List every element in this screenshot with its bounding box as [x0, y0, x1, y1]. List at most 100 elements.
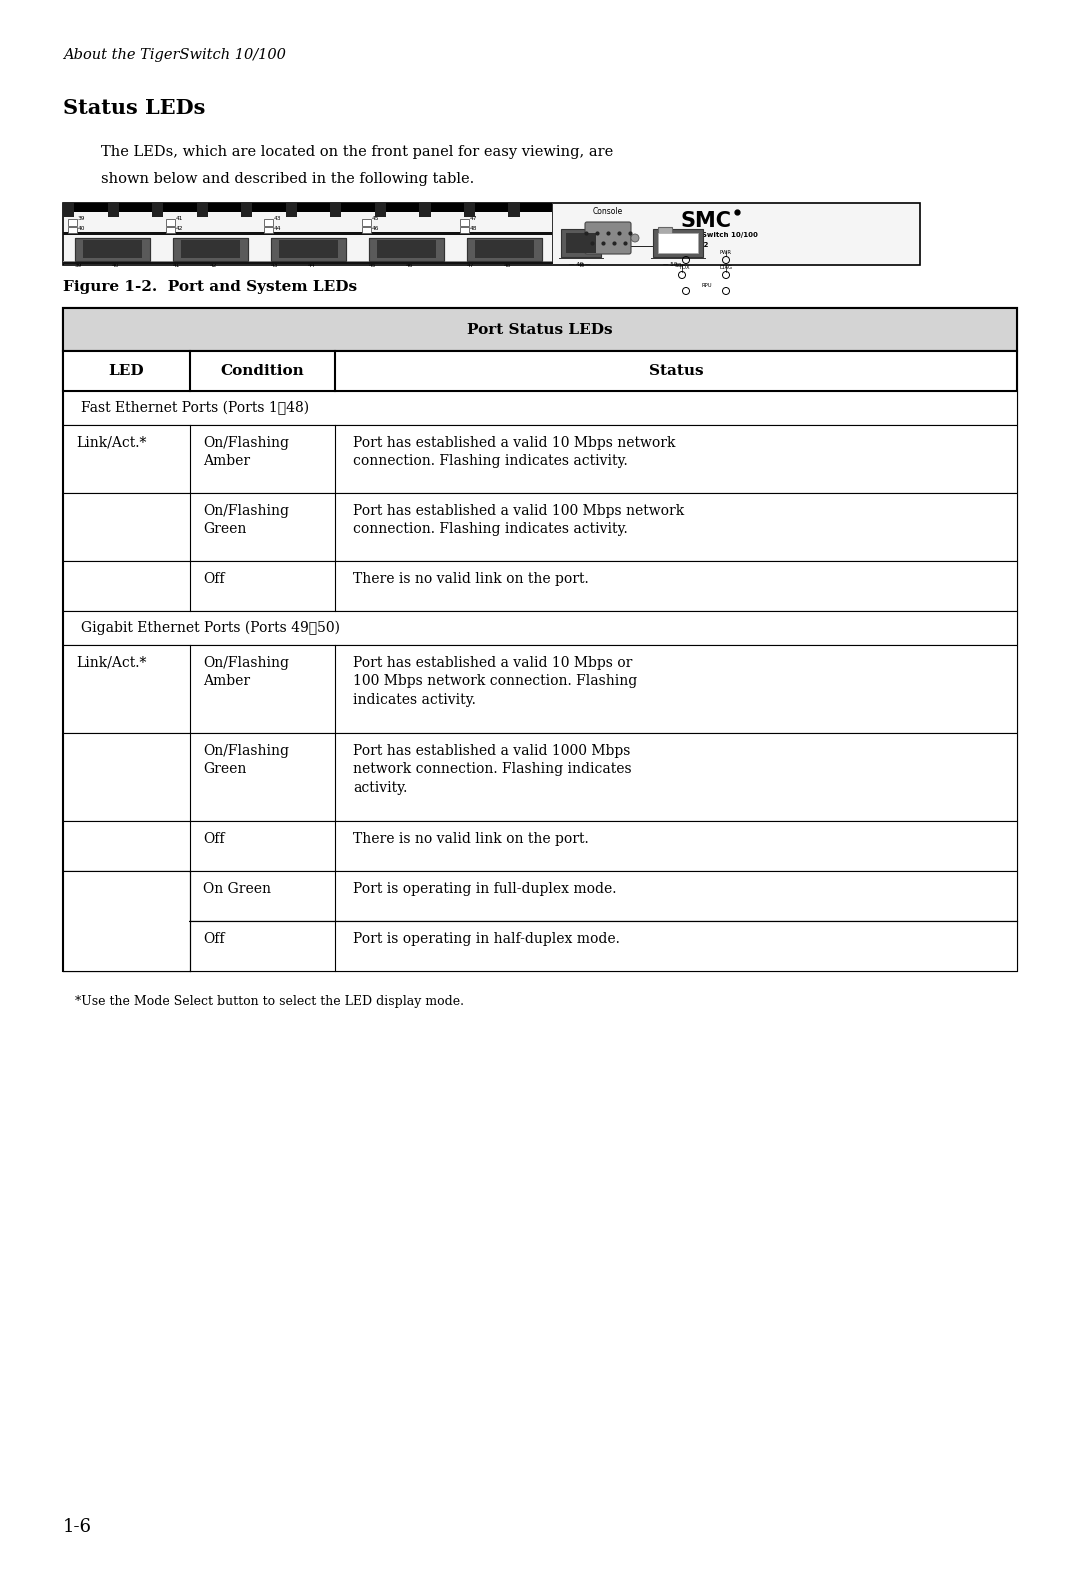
Bar: [63, 203, 920, 265]
Bar: [566, 232, 596, 253]
Bar: [653, 229, 703, 257]
Bar: [75, 237, 149, 261]
FancyBboxPatch shape: [585, 221, 631, 254]
Bar: [467, 237, 541, 261]
Text: 43: 43: [270, 264, 278, 268]
Circle shape: [577, 234, 585, 242]
Text: Condition: Condition: [220, 364, 305, 378]
Bar: [63, 871, 1017, 922]
Bar: [63, 645, 1017, 733]
Bar: [75, 237, 149, 261]
Bar: [264, 218, 273, 226]
Text: Port is operating in half-duplex mode.: Port is operating in half-duplex mode.: [353, 933, 620, 947]
Text: Off: Off: [203, 571, 225, 586]
Bar: [63, 493, 1017, 560]
Text: 46: 46: [406, 264, 414, 268]
Text: Gigabit Ethernet Ports (Ports 49∴50): Gigabit Ethernet Ports (Ports 49∴50): [81, 620, 340, 636]
Text: Port has established a valid 1000 Mbps
network connection. Flashing indicates
ac: Port has established a valid 1000 Mbps n…: [353, 744, 632, 794]
Text: There is no valid link on the port.: There is no valid link on the port.: [353, 832, 589, 846]
Text: 48: 48: [470, 226, 477, 231]
Circle shape: [631, 234, 639, 242]
Bar: [173, 237, 247, 261]
Bar: [64, 871, 189, 970]
Bar: [63, 560, 1017, 611]
Text: LNK/ACT: LNK/ACT: [679, 250, 701, 254]
Text: 48: 48: [504, 264, 512, 268]
Text: 44: 44: [274, 226, 282, 231]
Text: DIAG: DIAG: [720, 265, 733, 270]
Bar: [63, 425, 1017, 493]
Bar: [152, 203, 163, 217]
Text: On/Flashing
Amber: On/Flashing Amber: [203, 436, 288, 468]
Bar: [63, 821, 1017, 871]
Text: About the TigerSwitch 10/100: About the TigerSwitch 10/100: [63, 49, 286, 61]
Text: 45: 45: [368, 264, 376, 268]
Text: 1-6: 1-6: [63, 1518, 92, 1535]
Bar: [63, 611, 1017, 645]
Text: shown below and described in the following table.: shown below and described in the followi…: [102, 173, 474, 185]
Text: 39: 39: [75, 264, 82, 268]
Bar: [375, 203, 386, 217]
Text: Figure 1-2.  Port and System LEDs: Figure 1-2. Port and System LEDs: [63, 279, 357, 294]
Text: *Use the Mode Select button to select the LED display mode.: *Use the Mode Select button to select th…: [75, 995, 464, 1008]
Bar: [460, 226, 469, 232]
Bar: [180, 240, 240, 257]
Bar: [108, 203, 119, 217]
Text: 47: 47: [467, 264, 474, 268]
Text: 42: 42: [176, 226, 184, 231]
Text: 6750L2: 6750L2: [681, 242, 710, 248]
Text: 40: 40: [78, 226, 85, 231]
Text: FDX: FDX: [679, 265, 690, 270]
Text: SMC: SMC: [681, 210, 732, 231]
Bar: [658, 228, 672, 242]
Bar: [552, 203, 553, 265]
Bar: [377, 240, 435, 257]
Bar: [173, 237, 247, 261]
Bar: [377, 240, 435, 257]
Bar: [286, 203, 297, 217]
Text: PWR: PWR: [720, 250, 732, 254]
Bar: [63, 308, 1017, 352]
Text: 46: 46: [372, 226, 379, 231]
Bar: [82, 240, 141, 257]
Bar: [362, 226, 372, 232]
Text: Status LEDs: Status LEDs: [63, 97, 205, 118]
Bar: [561, 229, 600, 257]
Bar: [63, 203, 553, 212]
Bar: [279, 240, 338, 257]
Text: Port Status LEDs: Port Status LEDs: [468, 322, 612, 336]
Text: 44: 44: [308, 264, 315, 268]
Text: Port has established a valid 100 Mbps network
connection. Flashing indicates act: Port has established a valid 100 Mbps ne…: [353, 504, 684, 537]
Bar: [658, 232, 698, 253]
Text: Off: Off: [203, 832, 225, 846]
Text: RPU: RPU: [701, 283, 712, 287]
Text: There is no valid link on the port.: There is no valid link on the port.: [353, 571, 589, 586]
Text: TigerSwitch 10/100: TigerSwitch 10/100: [681, 232, 758, 239]
Bar: [362, 218, 372, 226]
Bar: [270, 237, 346, 261]
Bar: [419, 203, 431, 217]
Text: 42: 42: [210, 264, 217, 268]
Bar: [63, 203, 75, 217]
Bar: [68, 226, 77, 232]
Text: 41: 41: [176, 217, 184, 221]
Bar: [63, 232, 553, 234]
Bar: [241, 203, 253, 217]
Text: On/Flashing
Green: On/Flashing Green: [203, 744, 288, 777]
Text: Port has established a valid 10 Mbps network
connection. Flashing indicates acti: Port has established a valid 10 Mbps net…: [353, 436, 675, 468]
Bar: [474, 240, 534, 257]
Text: Port is operating in full-duplex mode.: Port is operating in full-duplex mode.: [353, 882, 617, 896]
Text: 47: 47: [470, 217, 477, 221]
Bar: [63, 352, 1017, 391]
Text: LED: LED: [109, 364, 145, 378]
Text: Status: Status: [649, 364, 703, 378]
Text: Link/Act.*: Link/Act.*: [76, 436, 147, 451]
Bar: [63, 262, 553, 264]
Text: Off: Off: [203, 933, 225, 947]
Bar: [166, 218, 175, 226]
Text: 41: 41: [173, 264, 180, 268]
Text: On/Flashing
Green: On/Flashing Green: [203, 504, 288, 537]
Bar: [82, 240, 141, 257]
Text: Mode: Mode: [561, 246, 580, 253]
Bar: [63, 308, 1017, 970]
